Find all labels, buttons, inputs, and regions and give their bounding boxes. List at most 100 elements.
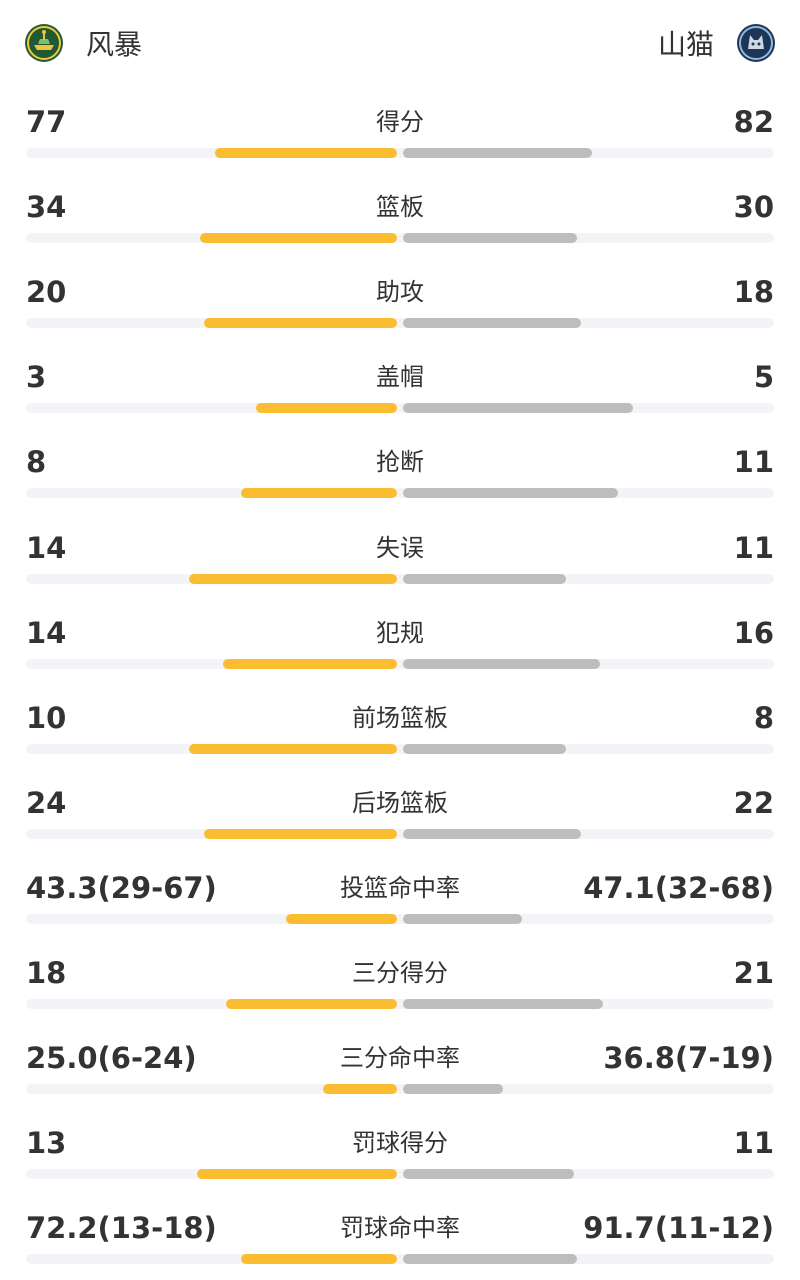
home-stat-value: 13 <box>26 1126 67 1161</box>
home-stat-value: 18 <box>26 956 67 990</box>
away-stat-bar <box>403 913 522 924</box>
stat-label: 三分命中率 <box>340 1044 460 1073</box>
away-stat-bar <box>403 573 566 584</box>
stat-row: 14 失误 11 <box>0 526 800 611</box>
stat-label: 后场篮板 <box>352 788 448 817</box>
away-stat-bar <box>403 1254 577 1265</box>
home-stat-value: 34 <box>26 190 67 225</box>
stat-bar-track <box>26 148 774 158</box>
away-stat-bar <box>403 403 633 414</box>
teams-header: 风暴 山猫 <box>0 0 800 86</box>
stat-row: 20 助攻 18 <box>0 270 800 355</box>
home-stat-bar <box>200 233 397 244</box>
stat-label: 三分得分 <box>352 959 448 987</box>
away-stat-bar <box>403 148 592 158</box>
home-stat-value: 25.0(6-24) <box>26 1041 197 1076</box>
stat-row: 10 前场篮板 8 <box>0 696 800 781</box>
stat-bar-track <box>26 573 774 584</box>
away-stat-bar <box>403 233 577 244</box>
stat-label: 罚球得分 <box>352 1129 448 1158</box>
stat-label: 抢断 <box>376 448 424 477</box>
home-stat-bar <box>286 913 397 924</box>
away-stat-value: 18 <box>733 275 774 310</box>
stat-bar-track <box>26 1254 774 1265</box>
home-stat-value: 3 <box>26 360 47 395</box>
away-stat-bar <box>403 743 566 754</box>
home-stat-bar <box>204 828 397 839</box>
lynx-logo-icon <box>737 24 775 62</box>
away-stat-value: 22 <box>733 785 774 820</box>
storm-logo-icon <box>25 24 63 62</box>
home-stat-bar <box>223 658 397 669</box>
stat-row: 8 抢断 11 <box>0 440 800 525</box>
home-stat-bar <box>256 403 397 414</box>
away-stat-bar <box>403 1169 574 1180</box>
home-stat-value: 14 <box>26 615 67 650</box>
home-stat-value: 14 <box>26 530 67 565</box>
home-stat-bar <box>189 573 397 584</box>
home-team[interactable]: 风暴 <box>24 22 142 64</box>
stat-bar-track <box>26 403 774 414</box>
home-stat-value: 10 <box>26 700 67 735</box>
away-stat-value: 8 <box>753 700 774 735</box>
away-stat-bar <box>403 999 603 1009</box>
home-stat-value: 43.3(29-67) <box>26 870 217 905</box>
stat-row: 43.3(29-67) 投篮命中率 47.1(32-68) <box>0 866 800 951</box>
away-stat-value: 47.1(32-68) <box>583 870 774 905</box>
stat-bar-track <box>26 1084 774 1095</box>
home-stat-bar <box>215 148 397 158</box>
stat-row: 3 盖帽 5 <box>0 355 800 440</box>
away-stat-value: 91.7(11-12) <box>583 1211 774 1246</box>
stat-bar-track <box>26 1169 774 1180</box>
home-stat-value: 72.2(13-18) <box>26 1211 217 1246</box>
home-stat-bar <box>323 1084 397 1095</box>
away-stat-bar <box>403 658 600 669</box>
stat-bar-track <box>26 488 774 499</box>
home-stat-value: 20 <box>26 275 67 310</box>
stat-bar-track <box>26 913 774 924</box>
away-team[interactable]: 山猫 <box>658 22 776 64</box>
stat-bar-track <box>26 743 774 754</box>
stat-bar-track <box>26 999 774 1009</box>
stat-label: 篮板 <box>376 193 424 222</box>
home-stat-value: 24 <box>26 785 67 820</box>
home-stat-bar <box>241 488 397 499</box>
home-stat-value: 8 <box>26 445 47 480</box>
away-stat-value: 11 <box>733 1126 774 1161</box>
away-stat-bar <box>403 1084 503 1095</box>
stat-row: 14 犯规 16 <box>0 611 800 696</box>
away-stat-value: 11 <box>733 530 774 565</box>
away-stat-value: 36.8(7-19) <box>603 1041 774 1076</box>
stat-label: 得分 <box>376 108 424 136</box>
home-team-name: 风暴 <box>86 28 143 61</box>
stat-label: 盖帽 <box>376 363 424 392</box>
home-stat-bar <box>204 318 397 329</box>
away-stat-value: 11 <box>733 445 774 480</box>
stat-label: 失误 <box>376 533 424 562</box>
home-stat-bar <box>197 1169 397 1180</box>
home-stat-bar <box>241 1254 397 1265</box>
away-stat-bar <box>403 828 581 839</box>
stat-label: 助攻 <box>376 278 424 307</box>
stat-bar-track <box>26 233 774 244</box>
stat-row: 72.2(13-18) 罚球命中率 91.7(11-12) <box>0 1206 800 1280</box>
stat-label: 罚球命中率 <box>340 1214 460 1243</box>
away-team-name: 山猫 <box>657 28 714 61</box>
stat-row: 24 后场篮板 22 <box>0 781 800 866</box>
away-stat-value: 82 <box>733 105 774 139</box>
away-stat-bar <box>403 488 618 499</box>
stat-label: 前场篮板 <box>352 703 448 732</box>
away-stat-value: 16 <box>733 615 774 650</box>
away-stat-value: 30 <box>733 190 774 225</box>
stat-bar-track <box>26 828 774 839</box>
stat-bar-track <box>26 658 774 669</box>
away-stat-bar <box>403 318 581 329</box>
stat-row: 18 三分得分 21 <box>0 951 800 1036</box>
home-stat-value: 77 <box>26 105 67 139</box>
away-stat-value: 21 <box>733 956 774 990</box>
stat-label: 犯规 <box>376 618 424 647</box>
stat-label: 投篮命中率 <box>340 873 460 902</box>
stat-row: 13 罚球得分 11 <box>0 1121 800 1206</box>
home-stat-bar <box>226 999 397 1009</box>
